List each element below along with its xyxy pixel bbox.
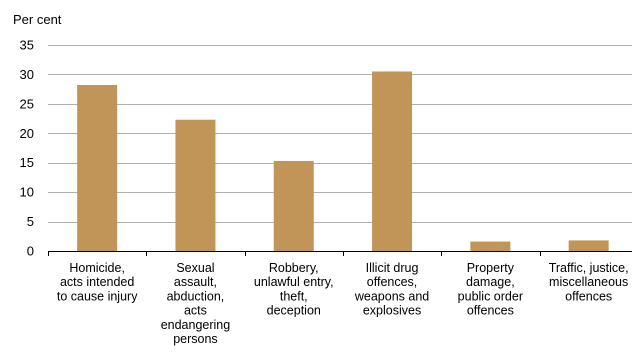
bar-3: [273, 160, 314, 251]
gridlines: [48, 45, 632, 223]
y-tick-label: 20: [20, 126, 34, 141]
y-tick-label: 30: [20, 67, 34, 82]
y-tick-label: 15: [20, 155, 34, 170]
y-tick-label: 25: [20, 96, 34, 111]
y-axis-title: Per cent: [13, 12, 62, 27]
y-tick-label: 35: [20, 38, 34, 53]
x-tick-label: offences: [565, 289, 612, 303]
x-tick-label: deception: [267, 304, 321, 318]
x-tick-label: weapons and: [354, 289, 429, 303]
x-tick-label: acts: [184, 304, 207, 318]
y-tick-label: 5: [27, 214, 34, 229]
x-tick-label: explosives: [363, 304, 421, 318]
x-tick-label: Homicide,: [69, 261, 125, 275]
x-tick-label: Traffic, justice,: [549, 261, 629, 275]
bar-4: [372, 71, 413, 251]
x-tick-label: miscellaneous: [549, 275, 628, 289]
bar-5: [470, 241, 511, 251]
x-tick-label: acts intended: [60, 275, 134, 289]
axes: [48, 251, 632, 256]
x-tick-label: to cause injury: [57, 289, 138, 303]
bar-1: [77, 85, 118, 251]
x-tick-label: Property: [467, 261, 515, 275]
x-tick-label: offences,: [367, 275, 418, 289]
y-tick-label: 0: [27, 244, 34, 259]
x-tick-label: unlawful entry,: [254, 275, 334, 289]
bar-2: [175, 119, 216, 252]
x-tick-label: Illicit drug: [366, 261, 419, 275]
x-tick-label: abduction,: [167, 289, 225, 303]
x-tick-label: offences: [467, 304, 514, 318]
x-tick-label: persons: [173, 332, 217, 346]
x-tick-label: theft,: [280, 289, 308, 303]
y-tick-label: 10: [20, 185, 34, 200]
x-tick-label: Sexual: [176, 261, 214, 275]
x-tick-label: assault,: [174, 275, 217, 289]
bars: [77, 71, 609, 252]
x-tick-label: endangering: [161, 318, 231, 332]
y-tick-labels: 0 5 10 15 20 25 30 35: [20, 38, 34, 259]
x-tick-label: damage,: [466, 275, 515, 289]
x-tick-label: public order: [458, 289, 523, 303]
x-tick-label: Robbery,: [269, 261, 319, 275]
bar-6: [568, 240, 609, 251]
